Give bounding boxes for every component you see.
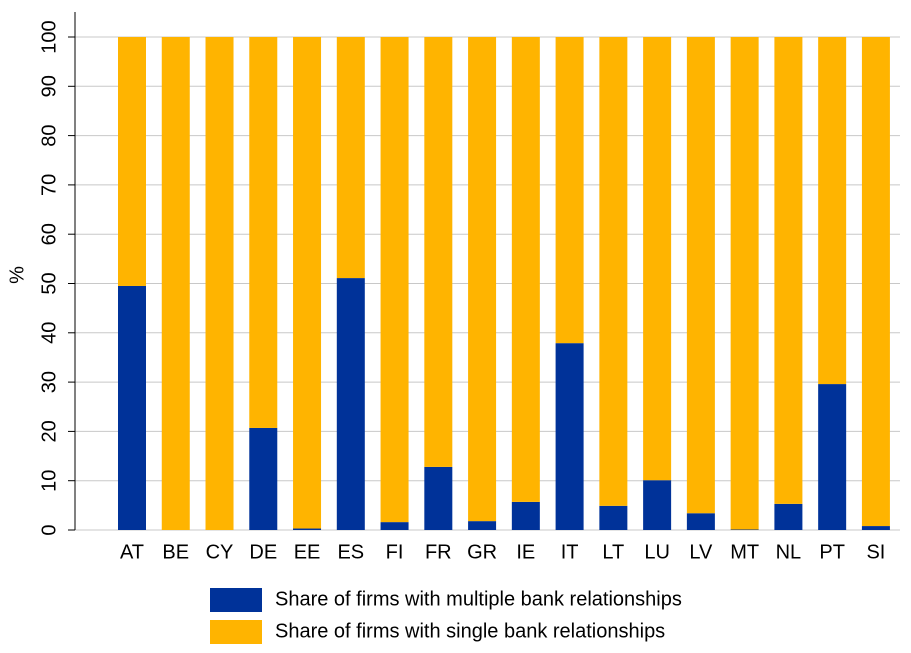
x-tick-label: DE (249, 541, 277, 563)
bar-segment (162, 37, 190, 530)
x-tick-label: IT (561, 541, 579, 563)
x-tick-label: ES (337, 541, 364, 563)
x-tick-label: LT (602, 541, 624, 563)
x-tick-label: SI (866, 541, 885, 563)
legend-swatch (210, 588, 262, 612)
y-tick-label: 30 (38, 371, 60, 393)
x-tick-label: FR (425, 541, 452, 563)
bar-segment (599, 506, 627, 530)
y-tick-label: 90 (38, 75, 60, 97)
bar-segment (468, 521, 496, 530)
x-tick-label: GR (467, 541, 497, 563)
bar-segment (293, 529, 321, 530)
bar-segment (249, 37, 277, 428)
y-tick-label: 80 (38, 124, 60, 146)
bar-segment (687, 513, 715, 530)
y-tick-label: 60 (38, 223, 60, 245)
bar-segment (774, 504, 802, 530)
bar-segment (249, 428, 277, 530)
bar-segment (512, 37, 540, 502)
y-tick-label: 0 (38, 524, 60, 535)
bar-segment (293, 37, 321, 529)
y-axis-label: % (6, 266, 28, 284)
legend-label: Share of firms with multiple bank relati… (275, 588, 682, 610)
bar-segment (599, 37, 627, 506)
bar-segment (118, 286, 146, 530)
bar-segment (774, 37, 802, 504)
bar-segment (118, 37, 146, 286)
y-tick-label: 20 (38, 420, 60, 442)
bar-segment (643, 37, 671, 480)
x-tick-label: IE (516, 541, 535, 563)
bar-segment (424, 467, 452, 530)
legend-label: Share of firms with single bank relation… (275, 620, 665, 642)
bar-segment (556, 343, 584, 530)
y-tick-label: 40 (38, 322, 60, 344)
bar-segment (512, 502, 540, 530)
y-tick-label: 70 (38, 174, 60, 196)
bar-segment (731, 37, 759, 530)
bar-segment (381, 37, 409, 522)
bar-segment (556, 37, 584, 343)
y-tick-label: 50 (38, 272, 60, 294)
x-tick-label: LU (644, 541, 670, 563)
bar-segment (818, 37, 846, 384)
x-tick-label: AT (120, 541, 144, 563)
x-tick-label: NL (776, 541, 802, 563)
x-tick-label: FI (386, 541, 404, 563)
x-tick-label: MT (730, 541, 759, 563)
x-tick-label: EE (294, 541, 321, 563)
bar-segment (468, 37, 496, 521)
bar-segment (818, 384, 846, 530)
x-tick-label: CY (206, 541, 234, 563)
x-tick-label: LV (689, 541, 713, 563)
bar-segment (206, 37, 234, 530)
bar-segment (687, 37, 715, 513)
y-tick-label: 10 (38, 470, 60, 492)
legend-swatch (210, 620, 262, 644)
bar-segment (337, 37, 365, 278)
x-tick-label: BE (162, 541, 189, 563)
bar-segment (643, 480, 671, 530)
x-tick-label: PT (819, 541, 845, 563)
bar-segment (337, 278, 365, 530)
bar-segment (381, 522, 409, 530)
bar-segment (862, 37, 890, 526)
bar-segment (424, 37, 452, 467)
y-tick-label: 100 (38, 20, 60, 53)
bar-segment (862, 526, 890, 530)
